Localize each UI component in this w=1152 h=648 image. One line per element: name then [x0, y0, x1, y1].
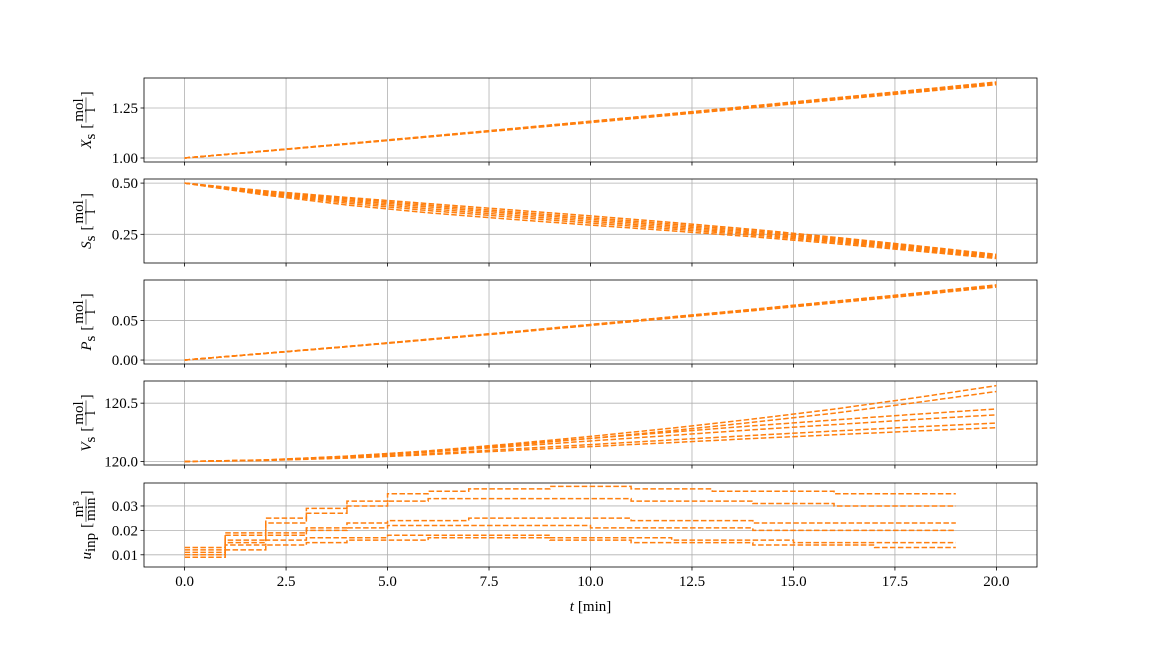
y-tick-label: 0.05: [112, 313, 138, 329]
y-label-subscript: s: [83, 336, 99, 342]
y-tick-label: 0.25: [112, 227, 138, 243]
x-tick-label: 5.0: [378, 574, 397, 590]
x-tick-label: 0.0: [175, 574, 194, 590]
series-line: [184, 182, 997, 258]
series-line: [184, 285, 997, 361]
axes-frame: [143, 482, 1038, 568]
series-line: [184, 182, 997, 257]
subplot: 0.0 2.5 5.0 7.5 10.0 12.5 15.0 17.5 20.0 0.01 0.02…: [71, 482, 1038, 615]
grid: [144, 381, 1037, 465]
y-label-numerator: mol: [71, 98, 87, 121]
y-label-denominator: l: [83, 310, 99, 314]
y-label-bracket: [: [79, 326, 95, 331]
x-tick-label: 2.5: [277, 574, 296, 590]
series-line: [184, 517, 956, 554]
y-tick-label: 0.50: [112, 176, 138, 192]
y-tick-label: 0.01: [112, 548, 138, 564]
x-tick-label: 20.0: [983, 574, 1009, 590]
y-tick-label: 1.00: [112, 151, 138, 167]
y-label-bracket: [: [79, 124, 95, 129]
y-label-denominator: l: [83, 108, 99, 112]
x-label: t [min]: [570, 599, 612, 615]
y-label-subscript: inp: [83, 533, 99, 552]
series-group: [184, 384, 997, 463]
axes-frame: [143, 380, 1038, 466]
series-line: [184, 534, 956, 556]
y-label-symbol: u: [79, 552, 95, 560]
x-tick-label: 15.0: [780, 574, 806, 590]
y-label-symbol: P: [79, 342, 95, 352]
x-tick-label: 7.5: [480, 574, 499, 590]
y-label-bracket: ]: [79, 394, 95, 399]
series-line: [184, 524, 956, 556]
series-group: [184, 81, 997, 159]
y-label-bracket: ]: [79, 490, 95, 495]
x-label-unit: [min]: [578, 599, 611, 615]
y-tick-label: 0.02: [112, 523, 138, 539]
series-group: [184, 284, 997, 361]
y-label-bracket: ]: [79, 193, 95, 198]
grid: [144, 280, 1037, 364]
series-line: [184, 182, 997, 260]
y-label-numerator: mol: [71, 300, 87, 323]
axes-frame: [143, 279, 1038, 365]
y-label-bracket: [: [79, 427, 95, 432]
y-label-bracket: ]: [79, 293, 95, 298]
grid: [144, 179, 1037, 263]
y-label-denominator: min: [83, 497, 99, 521]
y-tick-label: 0.03: [112, 499, 138, 515]
y-label-subscript: s: [83, 235, 99, 241]
y-tick-label: 1.25: [112, 101, 138, 117]
y-label-subscript: s: [83, 437, 99, 443]
axes-frame: [143, 178, 1038, 264]
y-label-bracket: ]: [79, 91, 95, 96]
series-line: [184, 536, 956, 558]
y-label-numerator: m³: [71, 501, 87, 518]
y-label-subscript: s: [83, 134, 99, 140]
series-line: [184, 497, 956, 551]
series-line: [184, 182, 997, 259]
series-line: [184, 182, 997, 256]
x-label-symbol: t: [570, 599, 575, 615]
y-label-symbol: S: [79, 241, 95, 249]
y-label-numerator: mol: [71, 200, 87, 223]
y-label-numerator: mol: [71, 401, 87, 424]
y-label-bracket: [: [79, 523, 95, 528]
y-tick-label: 120.0: [104, 455, 138, 471]
grid: [144, 78, 1037, 162]
series-group: [184, 485, 956, 558]
y-label-denominator: l: [83, 210, 99, 214]
series-group: [184, 182, 997, 260]
y-label-symbol: X: [79, 139, 95, 150]
x-tick-label: 17.5: [882, 574, 908, 590]
series-line: [184, 426, 997, 463]
y-tick-label: 0.00: [112, 353, 138, 369]
series-line: [184, 182, 997, 256]
x-tick-label: 12.5: [679, 574, 705, 590]
x-tick-label: 10.0: [577, 574, 603, 590]
series-line: [184, 82, 997, 159]
y-tick-label: 120.5: [104, 396, 138, 412]
axes-frame: [143, 77, 1038, 163]
y-label-denominator: l: [83, 411, 99, 415]
y-label-symbol: V: [79, 441, 95, 452]
y-label-bracket: [: [79, 226, 95, 231]
